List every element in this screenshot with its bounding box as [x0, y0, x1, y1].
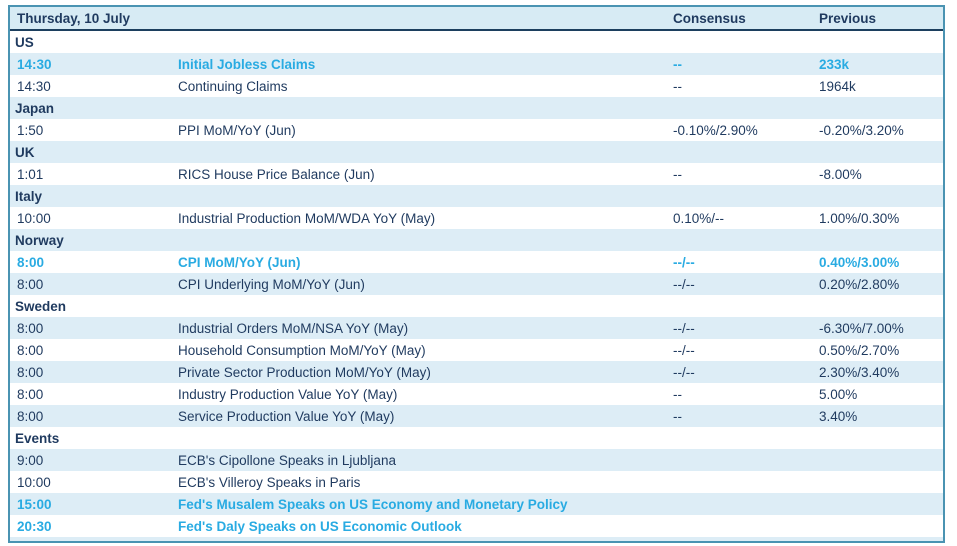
previous-cell: 5.00%: [819, 386, 858, 402]
time-cell: 8:00: [17, 386, 44, 402]
event-cell: CPI Underlying MoM/YoY (Jun): [178, 276, 365, 292]
section-label: Sweden: [15, 298, 67, 314]
consensus-cell: --/--: [673, 342, 695, 358]
table-row: 14:30 Continuing Claims -- 1964k: [10, 75, 943, 97]
time-cell: 8:00: [17, 254, 45, 270]
previous-cell: 0.40%/3.00%: [819, 254, 900, 270]
event-cell: Private Sector Production MoM/YoY (May): [178, 364, 431, 380]
event-cell: Industrial Orders MoM/NSA YoY (May): [178, 320, 409, 336]
event-cell: CPI MoM/YoY (Jun): [178, 254, 301, 270]
consensus-cell: --/--: [673, 254, 695, 270]
time-cell: 10:00: [17, 474, 51, 490]
event-cell: Fed's Musalem Speaks on US Economy and M…: [178, 496, 568, 512]
header-previous: Previous: [819, 10, 877, 26]
time-cell: 15:00: [17, 496, 52, 512]
event-cell: Household Consumption MoM/YoY (May): [178, 342, 426, 358]
consensus-cell: --: [673, 386, 682, 402]
section-label: Italy: [15, 188, 43, 204]
previous-cell: 1964k: [819, 78, 856, 94]
table-row: 8:00 Industrial Orders MoM/NSA YoY (May) -…: [10, 317, 943, 339]
previous-cell: -6.30%/7.00%: [819, 320, 904, 336]
event-cell: Fed's Daly Speaks on US Economic Outlook: [178, 518, 462, 534]
previous-cell: -8.00%: [819, 166, 862, 182]
consensus-cell: --/--: [673, 276, 695, 292]
consensus-cell: -0.10%/2.90%: [673, 122, 758, 138]
consensus-cell: --: [673, 408, 682, 424]
time-cell: 8:00: [17, 320, 44, 336]
previous-cell: 0.50%/2.70%: [819, 342, 900, 358]
time-cell: 8:00: [17, 408, 44, 424]
table-row: 20:30 Fed's Daly Speaks on US Economic Ou…: [10, 515, 943, 537]
section-label: UK: [15, 144, 35, 160]
previous-cell: -0.20%/3.20%: [819, 122, 904, 138]
table-row: 1:01 RICS House Price Balance (Jun) -- -8.0…: [10, 163, 943, 185]
consensus-cell: --: [673, 56, 682, 72]
event-cell: ECB's Cipollone Speaks in Ljubljana: [178, 452, 396, 468]
event-cell: RICS House Price Balance (Jun): [178, 166, 375, 182]
previous-cell: 1.00%/0.30%: [819, 210, 900, 226]
table-header-row: Thursday, 10 July Consensus Previous: [10, 7, 943, 31]
event-cell: Industry Production Value YoY (May): [178, 386, 398, 402]
consensus-cell: 0.10%/--: [673, 210, 725, 226]
table-row: 10:00 Industrial Production MoM/WDA YoY (…: [10, 207, 943, 229]
section-label: Japan: [15, 100, 55, 116]
bottom-filler-strip: [10, 537, 943, 541]
table-row: 8:00 CPI MoM/YoY (Jun) --/-- 0.40%/3.00%: [10, 251, 943, 273]
section-label: Events: [15, 430, 60, 446]
section-row: UK: [10, 141, 943, 163]
table-body: US 14:30 Initial Jobless Claims -- 233k 14:30…: [10, 31, 943, 537]
header-date: Thursday, 10 July: [17, 10, 131, 26]
table-row: 14:30 Initial Jobless Claims -- 233k: [10, 53, 943, 75]
section-label: Norway: [15, 232, 64, 248]
consensus-cell: --: [673, 78, 682, 94]
time-cell: 14:30: [17, 56, 52, 72]
table-row: 8:00 CPI Underlying MoM/YoY (Jun) --/-- 0.2…: [10, 273, 943, 295]
time-cell: 8:00: [17, 364, 44, 380]
consensus-cell: --/--: [673, 364, 695, 380]
table-row: 8:00 Service Production Value YoY (May) --…: [10, 405, 943, 427]
time-cell: 20:30: [17, 518, 52, 534]
section-row: Italy: [10, 185, 943, 207]
time-cell: 1:01: [17, 166, 44, 182]
event-cell: PPI MoM/YoY (Jun): [178, 122, 296, 138]
table-row: 15:00 Fed's Musalem Speaks on US Economy …: [10, 493, 943, 515]
section-row: US: [10, 31, 943, 53]
previous-cell: 0.20%/2.80%: [819, 276, 900, 292]
table-row: 8:00 Private Sector Production MoM/YoY (M…: [10, 361, 943, 383]
section-row: Norway: [10, 229, 943, 251]
event-cell: Initial Jobless Claims: [178, 56, 316, 72]
time-cell: 8:00: [17, 342, 44, 358]
event-cell: Continuing Claims: [178, 78, 288, 94]
previous-cell: 3.40%: [819, 408, 858, 424]
table-row: 10:00 ECB's Villeroy Speaks in Paris: [10, 471, 943, 493]
time-cell: 1:50: [17, 122, 44, 138]
time-cell: 9:00: [17, 452, 44, 468]
table-row: 8:00 Household Consumption MoM/YoY (May) -…: [10, 339, 943, 361]
section-row: Sweden: [10, 295, 943, 317]
section-label: US: [15, 34, 34, 50]
time-cell: 14:30: [17, 78, 51, 94]
header-consensus: Consensus: [673, 10, 746, 26]
table-row: 8:00 Industry Production Value YoY (May) -…: [10, 383, 943, 405]
economic-calendar-table: Thursday, 10 July Consensus Previous US 1…: [8, 5, 945, 543]
consensus-cell: --: [673, 166, 682, 182]
event-cell: Industrial Production MoM/WDA YoY (May): [178, 210, 436, 226]
time-cell: 10:00: [17, 210, 51, 226]
time-cell: 8:00: [17, 276, 44, 292]
event-cell: Service Production Value YoY (May): [178, 408, 395, 424]
consensus-cell: --/--: [673, 320, 695, 336]
table-row: 9:00 ECB's Cipollone Speaks in Ljubljana: [10, 449, 943, 471]
previous-cell: 2.30%/3.40%: [819, 364, 900, 380]
event-cell: ECB's Villeroy Speaks in Paris: [178, 474, 361, 490]
table-row: 1:50 PPI MoM/YoY (Jun) -0.10%/2.90% -0.20%/…: [10, 119, 943, 141]
section-row: Events: [10, 427, 943, 449]
previous-cell: 233k: [819, 56, 850, 72]
section-row: Japan: [10, 97, 943, 119]
